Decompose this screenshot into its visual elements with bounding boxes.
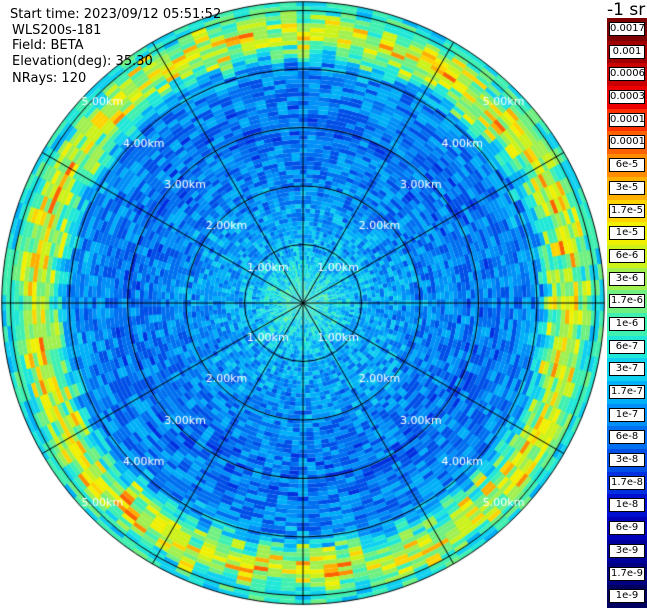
colorbar-tick-label: 1.7e-5 [609,203,645,218]
elevation-text: Elevation(deg): 35.30 [12,54,153,69]
colorbar-tick-label: 1e-7 [609,407,645,422]
instrument-text: WLS200s-181 [12,23,102,38]
colorbar-tick-label: 3e-9 [609,543,645,558]
colorbar-swatch: 6e-8 [607,426,647,450]
colorbar-swatch: 1e-5 [607,222,647,245]
colorbar-swatch: 0.001 [607,40,647,64]
start-time-text: Start time: 2023/09/12 05:51:52 [10,7,222,22]
colorbar-tick-label: 1e-9 [609,589,645,604]
colorbar-swatch: 1e-8 [607,494,647,518]
colorbar-tick-label: 6e-6 [609,248,645,263]
colorbar-tick-label: 1.7e-7 [609,385,645,399]
colorbar-tick-label: 1.7e-6 [609,294,645,309]
colorbar-swatch: 3e-7 [607,358,647,381]
colorbar-tick-label: 1e-6 [609,316,645,331]
colorbar-swatch: 6e-9 [607,517,647,540]
colorbar-swatch: 1.7e-8 [607,471,647,495]
colorbar-swatch: 1e-6 [607,312,647,336]
colorbar-tick-label: 1.7e-9 [609,566,645,581]
colorbar-swatch: 3e-8 [607,449,647,472]
colorbar-swatch: 1e-9 [607,585,647,608]
colorbar-tick-label: 6e-9 [609,521,645,536]
colorbar-swatch: 6e-6 [607,244,647,268]
colorbar-swatch: 1.7e-9 [607,562,647,586]
colorbar-tick-label: 6e-7 [609,339,645,354]
colorbar-tick-label: 1.7e-8 [609,475,645,490]
colorbar-tick-label: 3e-8 [609,453,645,468]
field-text: Field: BETA [12,38,84,53]
colorbar-swatch: 1.7e-7 [607,381,647,404]
colorbar-swatch: 3e-9 [607,539,647,563]
colorbar-tick-label: 3e-5 [609,180,645,195]
colorbar-swatch: 0.0006 [607,63,647,87]
colorbar-units-title: -1 sr [607,0,646,20]
ppi-heatmap [0,0,607,607]
colorbar-tick-label: 0.00017 [609,112,645,127]
colorbar-tick-label: 3e-7 [609,362,645,377]
colorbar-swatch: 1.7e-6 [607,290,647,313]
colorbar-tick-label: 6e-5 [609,158,645,173]
colorbar-tick-label: 0.0003 [609,90,645,105]
colorbar-swatch: 0.00017 [607,108,647,132]
colorbar-swatch: 0.0003 [607,86,647,109]
colorbar-swatch: 1e-7 [607,403,647,427]
colorbar-tick-label: 1e-8 [609,498,645,513]
colorbar-tick-label: 0.0001 [609,135,645,150]
colorbar-swatch: 6e-5 [607,154,647,177]
nrays-text: NRays: 120 [12,71,87,86]
colorbar-swatch: 1.7e-5 [607,199,647,223]
colorbar-tick-label: 6e-8 [609,430,645,445]
colorbar-tick-label: 3e-6 [609,271,645,286]
colorbar-tick-label: 0.001 [609,44,645,59]
colorbar-swatch: 3e-5 [607,176,647,200]
colorbar-tick-label: 0.0006 [609,67,645,82]
colorbar-swatch: 0.0001 [607,131,647,155]
colorbar-swatch: 3e-6 [607,267,647,291]
colorbar: 0.0017 0.001 0.0006 0.0003 0.00017 0.0001 6e-5… [607,18,647,608]
colorbar-swatch: 6e-7 [607,335,647,359]
colorbar-tick-label: 0.0017 [609,22,645,36]
colorbar-tick-label: 1e-5 [609,226,645,241]
colorbar-swatch: 0.0017 [607,18,647,41]
